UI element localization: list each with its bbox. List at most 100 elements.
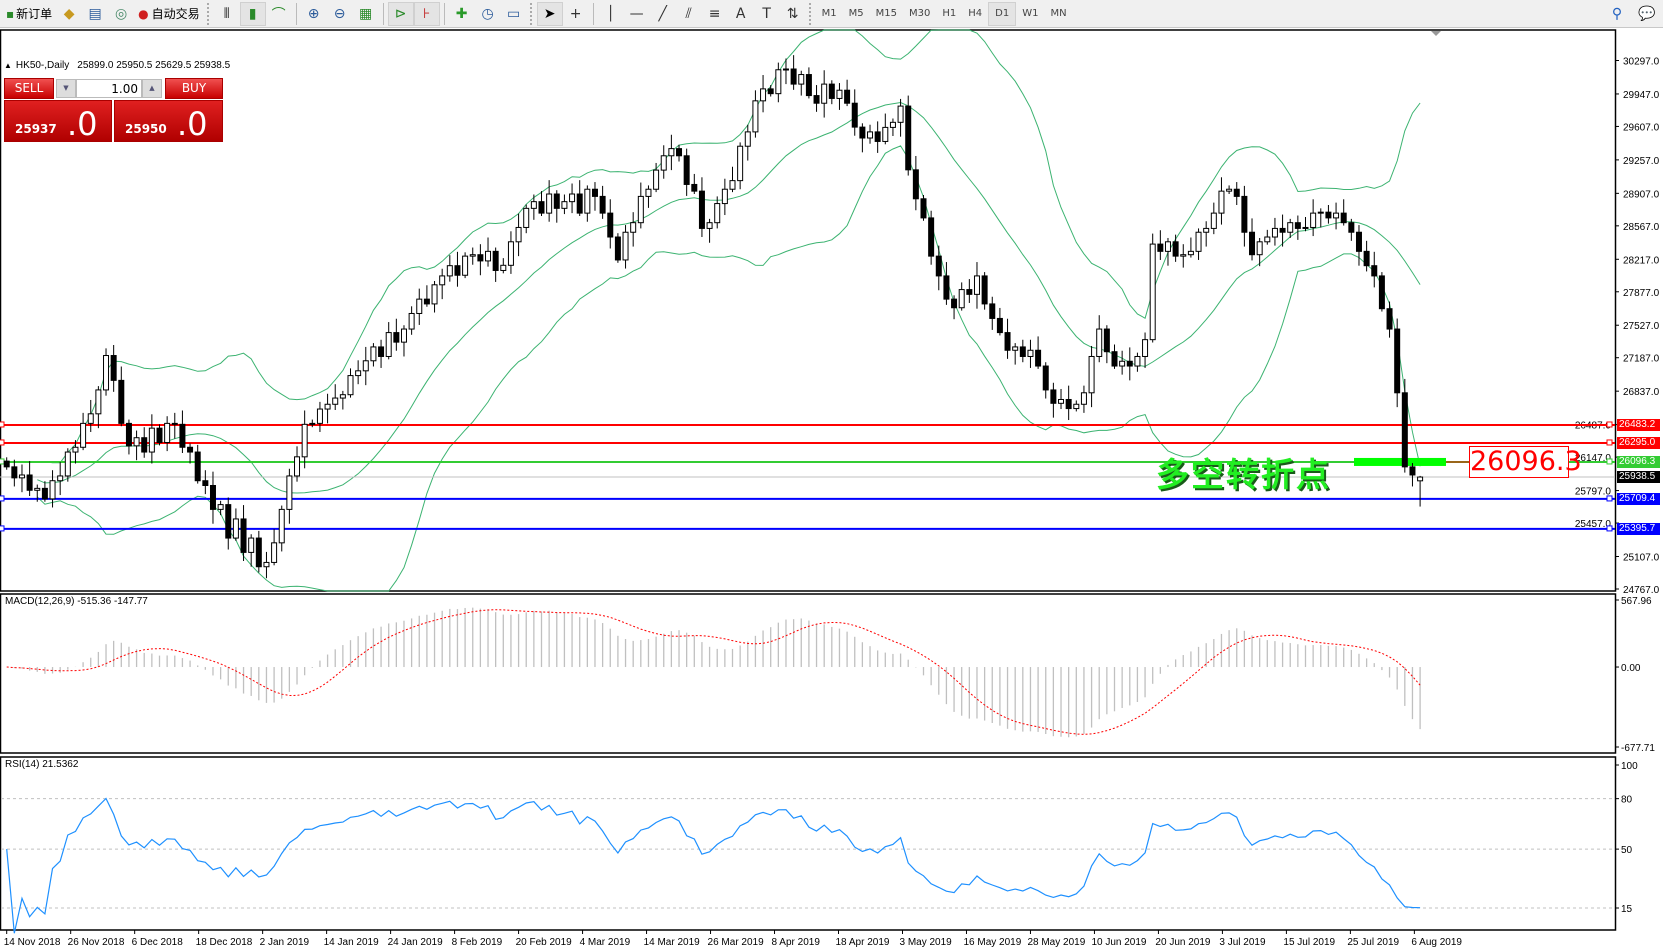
timeframe-m15[interactable]: M15 <box>875 8 898 19</box>
volume-input[interactable] <box>76 79 142 98</box>
candle <box>1264 229 1271 245</box>
new-order-button[interactable]: ▪ 新订单 <box>2 2 56 26</box>
bar-chart-icon[interactable]: ⫴ <box>223 5 230 22</box>
candle <box>240 505 247 561</box>
periods-clock-icon[interactable]: ◷ <box>481 5 494 22</box>
timeframe-m30[interactable]: M30 <box>909 8 931 19</box>
timeframe-h4[interactable]: H4 <box>968 8 983 19</box>
volume-increase-button[interactable]: ▲ <box>142 79 162 98</box>
buy-button[interactable]: BUY <box>165 78 223 99</box>
candle <box>1035 336 1042 369</box>
bull-candle-body <box>400 328 407 343</box>
bear-candle-body <box>1241 195 1248 233</box>
candle <box>1119 350 1126 375</box>
cursor-icon[interactable]: ➤ <box>536 1 563 26</box>
equidistant-channel-icon[interactable]: ⫽ <box>685 5 692 22</box>
timeframe-d1[interactable]: D1 <box>988 1 1017 26</box>
candle <box>928 210 935 265</box>
bull-candle-body <box>1187 250 1194 256</box>
bear-candle-body <box>11 466 18 479</box>
candle <box>622 225 629 269</box>
horizontal-line-icon[interactable]: — <box>629 5 644 22</box>
candle <box>217 500 224 516</box>
candle <box>1142 332 1149 368</box>
bull-candle-body <box>408 312 415 330</box>
chart-canvas[interactable]: 30297.0 29947.0 29607.0 29257.0 28907.0 28567… <box>0 29 1663 950</box>
market-watch-icon[interactable]: ◆ <box>63 5 75 22</box>
turning-point-annotation[interactable]: 多空转折点 <box>1156 455 1331 494</box>
search-icon[interactable]: ⚲ <box>1611 5 1623 22</box>
bull-candle-body <box>1134 355 1141 367</box>
volume-decrease-button[interactable]: ▼ <box>56 79 76 98</box>
trendline-icon[interactable]: ╱ <box>658 5 667 22</box>
bear-candle-body <box>1378 275 1385 310</box>
date-tick-label: 20 Jun 2019 <box>1155 937 1210 948</box>
fibonacci-icon[interactable]: ≡ <box>708 5 721 22</box>
chart-window[interactable]: 30297.0 29947.0 29607.0 29257.0 28907.0 28567… <box>0 29 1663 950</box>
candle <box>370 343 377 367</box>
price-annotation-box[interactable]: 26096.3 <box>1469 446 1582 478</box>
candlestick-chart-icon[interactable]: ▮ <box>239 1 266 26</box>
candle <box>630 212 637 247</box>
zoom-out-icon[interactable]: ⊖ <box>333 5 346 22</box>
sell-button[interactable]: SELL <box>4 78 54 99</box>
chart-shift-icon[interactable]: ⊦ <box>413 1 440 26</box>
zoom-in-icon[interactable]: ⊕ <box>307 5 320 22</box>
bull-candle-body <box>263 561 270 568</box>
bear-candle-body <box>1126 360 1133 367</box>
timeframe-h1[interactable]: H1 <box>942 8 957 19</box>
sell-price-button[interactable]: 25937 .0 <box>4 100 112 142</box>
chart-shift-marker-icon <box>1431 31 1441 36</box>
line-chart-icon[interactable]: ⌒ <box>271 6 286 23</box>
bull-candle-body <box>1195 231 1202 252</box>
bear-candle-body <box>1103 328 1110 353</box>
text-icon[interactable]: A <box>735 5 746 22</box>
crosshair-icon[interactable]: + <box>569 5 582 22</box>
candle <box>515 213 522 257</box>
price-line-label: 26483.2 <box>1617 418 1660 431</box>
candle <box>828 80 835 105</box>
bear-candle-body <box>393 332 400 343</box>
timeframe-mn[interactable]: MN <box>1050 8 1067 19</box>
timeframe-w1[interactable]: W1 <box>1022 8 1039 19</box>
navigator-icon[interactable]: ▤ <box>88 5 102 22</box>
signals-icon[interactable]: ◎ <box>115 5 128 22</box>
auto-scroll-icon[interactable]: ⊳ <box>387 1 414 26</box>
toolbar-grip[interactable] <box>529 2 534 25</box>
bull-candle-body <box>630 222 637 233</box>
indicators-icon[interactable]: ✚ <box>455 5 468 22</box>
price-line-label: 26295.0 <box>1617 436 1660 449</box>
timeframe-m1[interactable]: M1 <box>821 8 837 19</box>
toolbar-grip[interactable] <box>808 2 813 25</box>
bear-candle-body <box>156 427 163 443</box>
arrows-icon[interactable]: ⇅ <box>786 5 799 22</box>
buy-price-button[interactable]: 25950 .0 <box>114 100 223 142</box>
candle <box>118 366 125 427</box>
candle <box>1050 382 1057 418</box>
bull-candle-body <box>370 346 377 362</box>
candle <box>584 185 591 222</box>
bull-candle-body <box>95 389 102 415</box>
timeframe-m5[interactable]: M5 <box>848 8 864 19</box>
toolbar: ▪ 新订单 ◆ ▤ ◎ ● 自动交易 ⫴ ▮ ⌒ ⊕ ⊖ ▦ ⊳ ⊦ ✚ ◷ ▭ ➤… <box>0 0 1663 28</box>
chat-icon[interactable]: 💬 <box>1638 5 1656 22</box>
candle <box>1325 205 1332 224</box>
candle <box>362 346 369 386</box>
bear-candle-body <box>553 193 560 209</box>
sell-price-main: 25937 <box>15 122 57 136</box>
bear-candle-body <box>1035 349 1042 367</box>
templates-icon[interactable]: ▭ <box>507 5 521 22</box>
candle <box>523 204 530 234</box>
toolbar-grip[interactable] <box>206 2 211 25</box>
rsi-tick-label: 50 <box>1621 845 1633 856</box>
candle <box>1401 378 1408 473</box>
candle <box>775 62 782 103</box>
bull-candle-body <box>569 193 576 203</box>
collapse-arrow-icon[interactable]: ▲ <box>4 61 12 70</box>
candle <box>26 461 33 497</box>
text-label-icon[interactable]: T <box>762 5 771 22</box>
tile-windows-icon[interactable]: ▦ <box>359 5 373 22</box>
candle <box>966 279 973 303</box>
vertical-line-icon[interactable]: │ <box>606 5 615 22</box>
auto-trading-button[interactable]: ● 自动交易 <box>134 2 204 26</box>
